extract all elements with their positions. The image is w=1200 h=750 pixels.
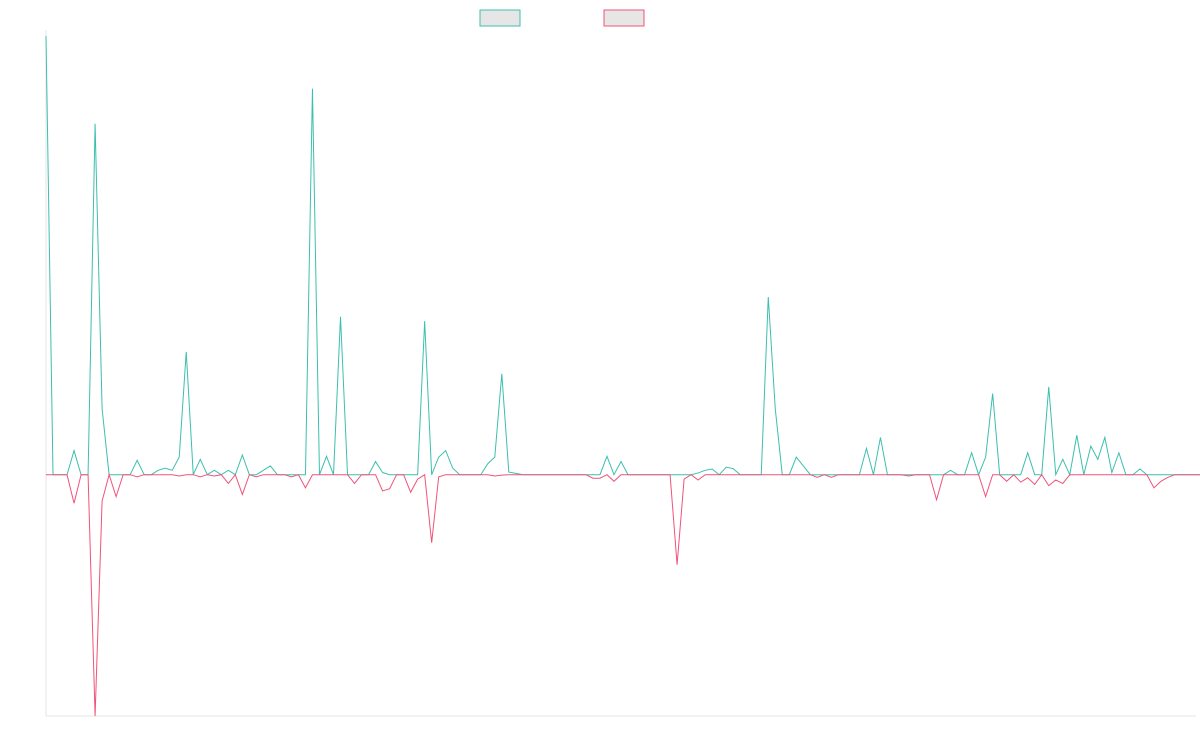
series-layer	[45, 35, 1200, 717]
axes	[45, 30, 1196, 717]
series-line-1	[45, 35, 1200, 477]
legend-swatch-1[interactable]	[479, 9, 521, 27]
series-line-2	[46, 472, 1200, 717]
legend-swatch-2[interactable]	[603, 9, 645, 27]
legend	[479, 9, 645, 27]
